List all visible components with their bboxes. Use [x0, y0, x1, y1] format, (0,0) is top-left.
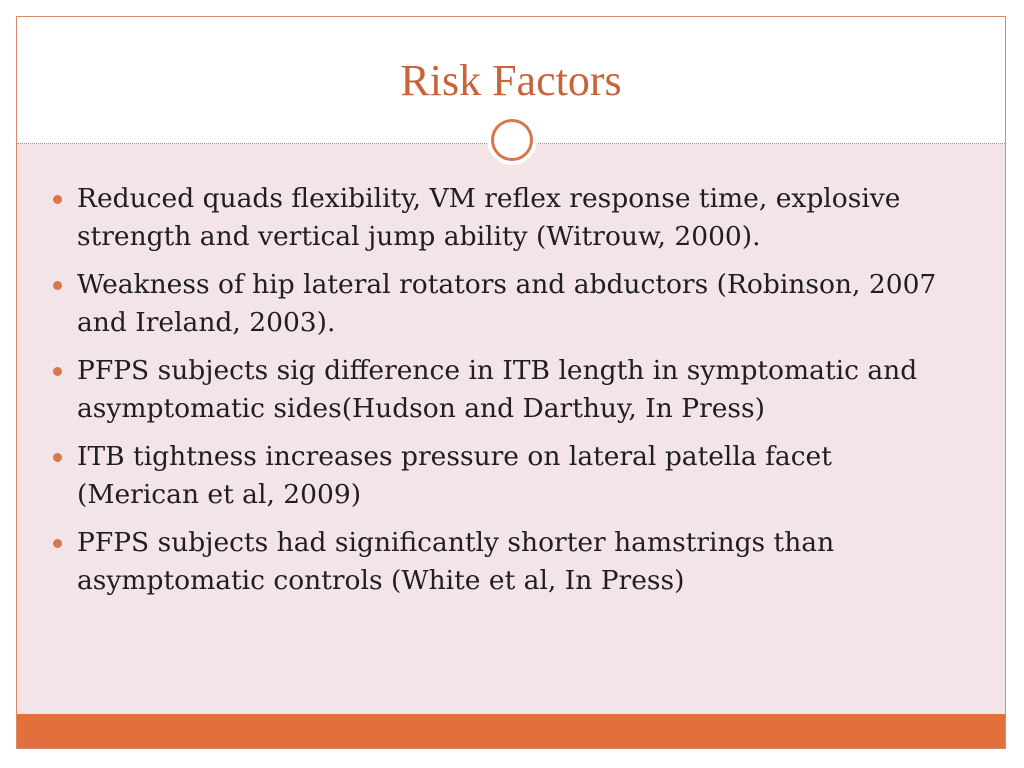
footer-bar	[17, 714, 1005, 748]
bullet-text: Reduced quads flexibility, VM reflex res…	[77, 183, 901, 252]
bullet-dot-icon	[53, 453, 62, 462]
bullet-text: Weakness of hip lateral rotators and abd…	[77, 269, 937, 338]
content-area: Reduced quads flexibility, VM reflex res…	[17, 144, 1005, 715]
bullet-item: PFPS subjects sig difference in ITB leng…	[53, 352, 953, 428]
bullet-dot-icon	[53, 367, 62, 376]
bullet-list: Reduced quads flexibility, VM reflex res…	[53, 180, 953, 610]
bullet-item: PFPS subjects had significantly shorter …	[53, 524, 953, 600]
bullet-item: Weakness of hip lateral rotators and abd…	[53, 266, 953, 342]
bullet-text: ITB tightness increases pressure on late…	[77, 441, 832, 510]
slide: Risk Factors Reduced quads flexibility, …	[16, 16, 1006, 749]
circle-ornament-icon	[487, 115, 537, 165]
bullet-dot-icon	[53, 539, 62, 548]
bullet-dot-icon	[53, 195, 62, 204]
bullet-item: Reduced quads flexibility, VM reflex res…	[53, 180, 953, 256]
bullet-text: PFPS subjects sig difference in ITB leng…	[77, 355, 918, 424]
bullet-text: PFPS subjects had significantly shorter …	[77, 527, 835, 596]
bullet-item: ITB tightness increases pressure on late…	[53, 438, 953, 514]
bullet-dot-icon	[53, 281, 62, 290]
slide-title: Risk Factors	[400, 56, 622, 105]
